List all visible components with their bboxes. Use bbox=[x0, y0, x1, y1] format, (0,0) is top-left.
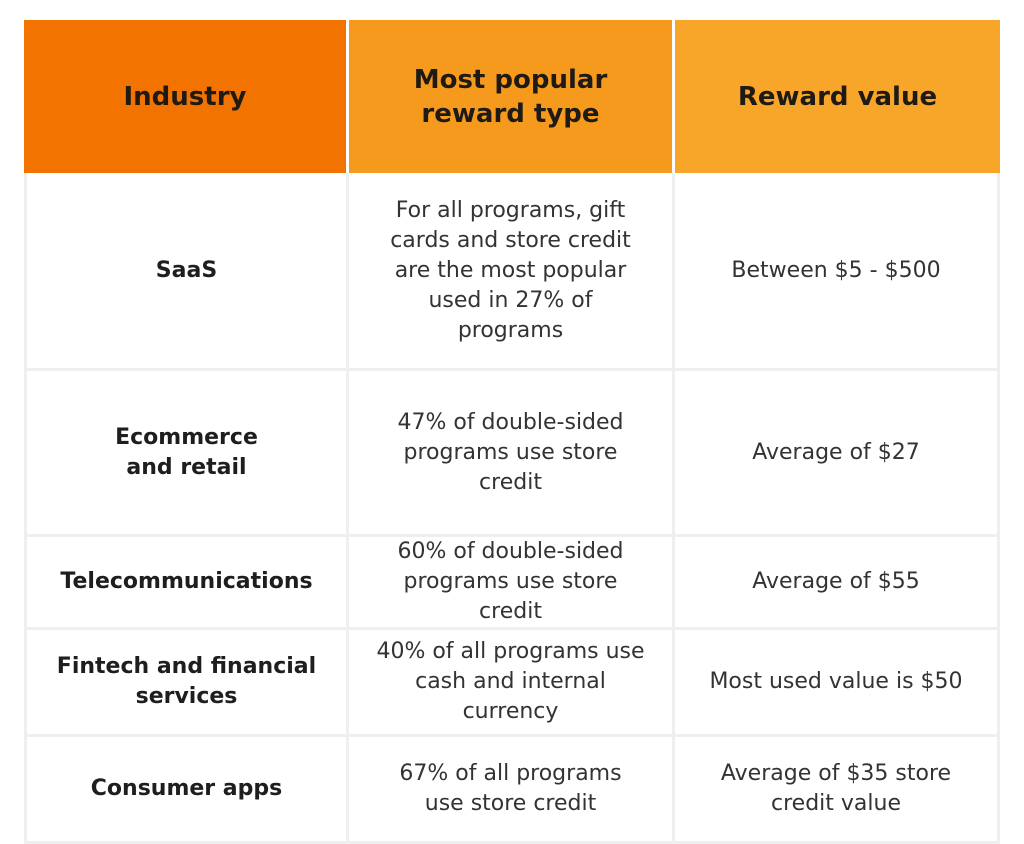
reward-value-cell: Average of $27 bbox=[675, 371, 1000, 537]
table-row: SaaS For all programs, gift cards and st… bbox=[24, 173, 1000, 371]
header-reward-value: Reward value bbox=[675, 20, 1000, 173]
reward-value-cell: Most used value is $50 bbox=[675, 630, 1000, 737]
table-row: Fintech and financial services 40% of al… bbox=[24, 630, 1000, 737]
reward-type-cell: 67% of all programs use store credit bbox=[349, 737, 675, 844]
industry-cell: Ecommerce and retail bbox=[24, 371, 349, 537]
reward-value-cell: Between $5 - $500 bbox=[675, 173, 1000, 371]
industry-cell: Consumer apps bbox=[24, 737, 349, 844]
reward-value-cell: Average of $35 store credit value bbox=[675, 737, 1000, 844]
header-industry: Industry bbox=[24, 20, 349, 173]
industry-cell: SaaS bbox=[24, 173, 349, 371]
industry-cell: Telecommunications bbox=[24, 537, 349, 630]
reward-type-cell: 60% of double-sided programs use store c… bbox=[349, 537, 675, 630]
header-row: Industry Most popular reward type Reward… bbox=[24, 20, 1000, 173]
table-row: Consumer apps 67% of all programs use st… bbox=[24, 737, 1000, 844]
reward-type-cell: 47% of double-sided programs use store c… bbox=[349, 371, 675, 537]
header-reward-type: Most popular reward type bbox=[349, 20, 675, 173]
reward-value-cell: Average of $55 bbox=[675, 537, 1000, 630]
reward-type-cell: 40% of all programs use cash and interna… bbox=[349, 630, 675, 737]
table-row: Telecommunications 60% of double-sided p… bbox=[24, 537, 1000, 630]
table-row: Ecommerce and retail 47% of double-sided… bbox=[24, 371, 1000, 537]
reward-table: Industry Most popular reward type Reward… bbox=[24, 20, 1000, 844]
reward-type-cell: For all programs, gift cards and store c… bbox=[349, 173, 675, 371]
industry-cell: Fintech and financial services bbox=[24, 630, 349, 737]
